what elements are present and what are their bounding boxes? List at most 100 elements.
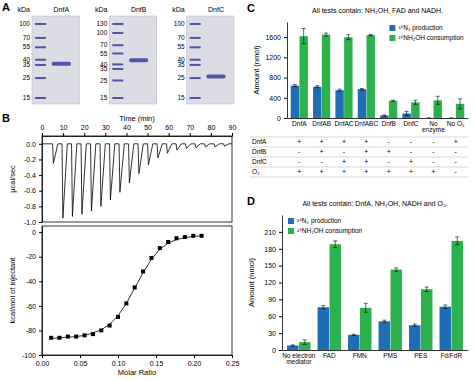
- table-cell: +: [297, 168, 301, 175]
- error-bar-cap: [364, 303, 368, 304]
- error-bar: [324, 33, 328, 36]
- legend-item: ¹⁵N₂ production: [288, 217, 342, 225]
- tick-label: DnfAC: [334, 120, 353, 127]
- error-bar: [321, 306, 325, 309]
- tick: 90: [268, 296, 282, 303]
- y-axis: 0306090120150180210: [264, 216, 282, 354]
- table-row-label: DnfB: [252, 148, 266, 155]
- error-bar-cap: [302, 28, 306, 29]
- gel-unit: kDa: [18, 6, 31, 13]
- bar: [379, 321, 390, 350]
- error-bar-cap: [427, 118, 431, 119]
- tick-mark: [80, 355, 81, 358]
- bar: [411, 102, 419, 118]
- error-bar-cap: [346, 34, 350, 35]
- error-bar-cap: [382, 320, 386, 321]
- tick: 80: [207, 124, 215, 136]
- tick-mark: [284, 57, 287, 58]
- marker-label: 70: [23, 34, 31, 41]
- tick: 0.00: [36, 355, 50, 367]
- legend-swatch: [389, 25, 395, 31]
- legend-swatch: [389, 35, 395, 41]
- tick-label: 60: [268, 313, 276, 320]
- error-bar: [382, 115, 386, 116]
- bar: [330, 244, 341, 350]
- tick: -0.2: [24, 156, 42, 163]
- tick-mark: [156, 355, 157, 358]
- error-bar-stem: [384, 320, 385, 322]
- tick-label: -0.6: [24, 187, 36, 194]
- tick: -40: [26, 278, 42, 285]
- tick-label-line: enzyme: [422, 126, 445, 134]
- error-bar-stem: [457, 237, 458, 245]
- tick-mark: [232, 355, 233, 358]
- tick-label: FMN: [353, 352, 367, 359]
- error-bar-stem: [335, 241, 336, 248]
- tick: 800: [269, 74, 287, 81]
- tick-mark: [194, 355, 195, 358]
- table-cell: -: [410, 138, 413, 145]
- error-bar: [382, 320, 386, 322]
- marker-band: [190, 97, 201, 99]
- tick-mark: [39, 191, 42, 192]
- panel-label: A: [2, 1, 10, 13]
- tick-label: Fd/FdR: [440, 352, 462, 359]
- error-bar-cap: [394, 267, 398, 268]
- marker-label: 55: [100, 50, 108, 57]
- table-cell: +: [454, 138, 458, 145]
- tick-mark: [126, 133, 127, 136]
- tick-label: 20: [81, 124, 89, 131]
- error-bar: [405, 111, 409, 115]
- error-bar-cap: [425, 287, 429, 288]
- error-bar-stem: [323, 306, 324, 309]
- table-cell: +: [342, 168, 346, 175]
- bar: [358, 89, 366, 118]
- table-cell: +: [364, 138, 368, 145]
- error-bar-stem: [460, 99, 461, 109]
- error-bar-cap: [427, 118, 431, 119]
- marker-label: 100: [174, 20, 185, 27]
- tick-mark: [284, 98, 287, 99]
- error-bar-cap: [449, 118, 453, 119]
- tick: Fd/FdR: [440, 352, 462, 359]
- condition-table: DnfA++++---+DnfB-+-++---DnfC--++-+--O₂++…: [250, 137, 468, 177]
- error-bar: [425, 287, 429, 292]
- bar: [313, 87, 321, 118]
- table-cell: +: [320, 138, 324, 145]
- bar: [389, 101, 397, 118]
- bar: [318, 307, 329, 350]
- error-bar-cap: [321, 308, 325, 309]
- tick-mark: [39, 232, 42, 233]
- tick-label: -100: [22, 352, 36, 359]
- protein-band: [129, 58, 148, 62]
- bar: [380, 115, 388, 118]
- tick: 0.15: [150, 355, 164, 367]
- tick-mark: [279, 249, 282, 250]
- tick-mark: [84, 133, 85, 136]
- error-bar-cap: [293, 86, 297, 87]
- gel-unit: kDa: [172, 6, 185, 13]
- legend-swatch: [288, 218, 294, 224]
- tick-mark: [190, 133, 191, 136]
- tick: 50: [144, 124, 152, 136]
- tick-mark: [148, 133, 149, 136]
- error-bar-cap: [364, 312, 368, 313]
- y-axis-title: kcal/mol of injectant: [8, 257, 17, 324]
- tick-mark: [42, 133, 43, 136]
- marker-band: [190, 23, 201, 25]
- bar: [421, 289, 432, 350]
- error-bar-cap: [413, 326, 417, 327]
- legend-swatch: [288, 228, 294, 234]
- gel-background: [32, 16, 79, 104]
- error-bar-stem: [304, 340, 305, 345]
- table-cell: +: [364, 158, 368, 165]
- tick-mark: [39, 330, 42, 331]
- legend-label: ¹⁵N₂ production: [398, 24, 443, 32]
- tick-mark: [169, 133, 170, 136]
- tick: DnfAC: [334, 120, 353, 127]
- tick-label: -1.0: [24, 219, 36, 226]
- error-bar-cap: [338, 91, 342, 92]
- legend: ¹⁵N₂ production¹⁵NH₂OH consumption: [288, 217, 363, 235]
- tick-label: PMS: [383, 352, 398, 359]
- bar: [367, 35, 375, 118]
